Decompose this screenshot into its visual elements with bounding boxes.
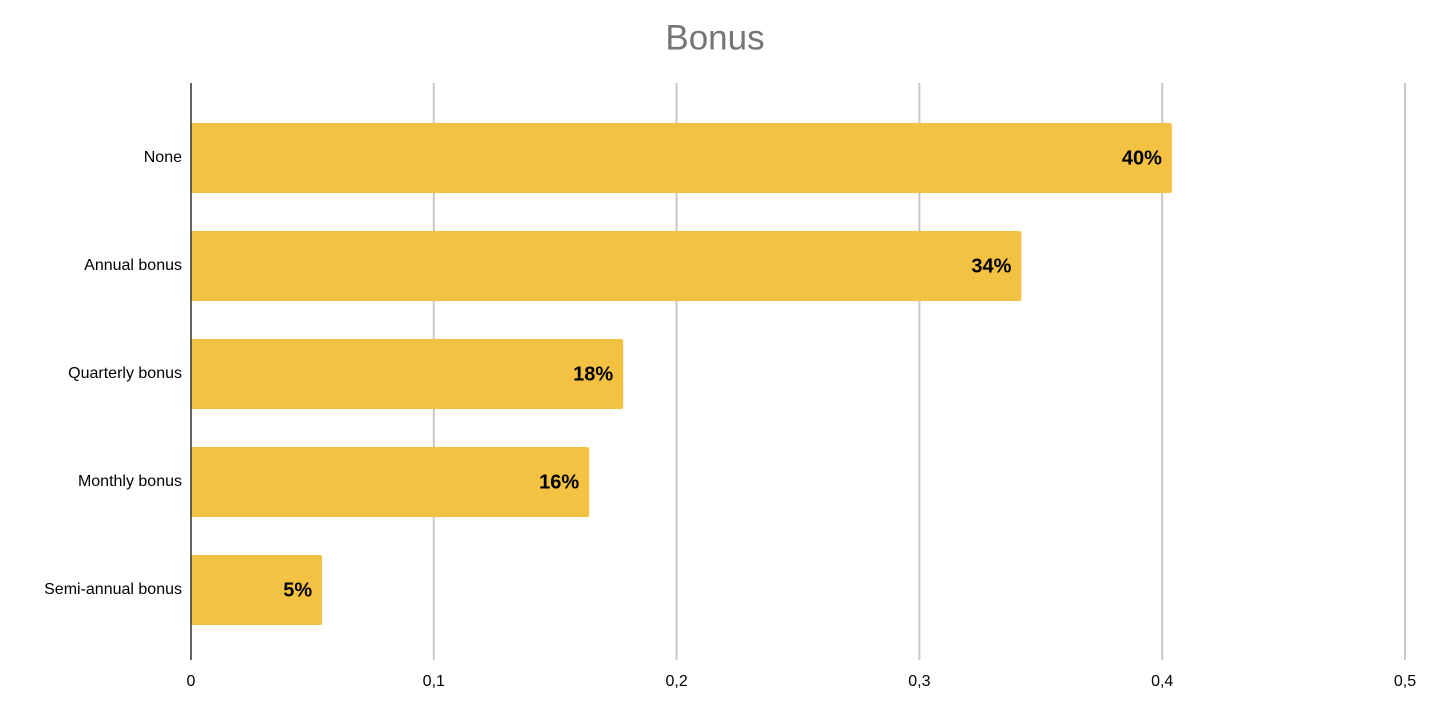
- y-tick-label: Quarterly bonus: [68, 365, 182, 382]
- value-label: 40%: [1122, 147, 1162, 169]
- x-tick-label: 0: [187, 673, 196, 690]
- y-tick-label: Monthly bonus: [78, 473, 182, 490]
- y-tick-label: Annual bonus: [84, 257, 182, 274]
- x-tick-label: 0,4: [1151, 673, 1173, 690]
- x-tick-label: 0,5: [1394, 673, 1416, 690]
- value-label: 16%: [539, 471, 579, 493]
- x-tick-label: 0,3: [908, 673, 930, 690]
- value-label: 18%: [573, 363, 613, 385]
- bar: [191, 555, 323, 625]
- chart-title: Bonus: [665, 18, 764, 57]
- bar: [191, 447, 590, 517]
- value-label: 5%: [283, 579, 312, 601]
- y-tick-label: None: [144, 149, 182, 166]
- bar: [191, 339, 624, 409]
- x-tick-label: 0,2: [665, 673, 687, 690]
- value-label: 34%: [971, 255, 1011, 277]
- x-tick-label: 0,1: [423, 673, 445, 690]
- y-tick-label: Semi-annual bonus: [44, 581, 182, 598]
- bar: [191, 123, 1172, 193]
- bar: [191, 231, 1022, 301]
